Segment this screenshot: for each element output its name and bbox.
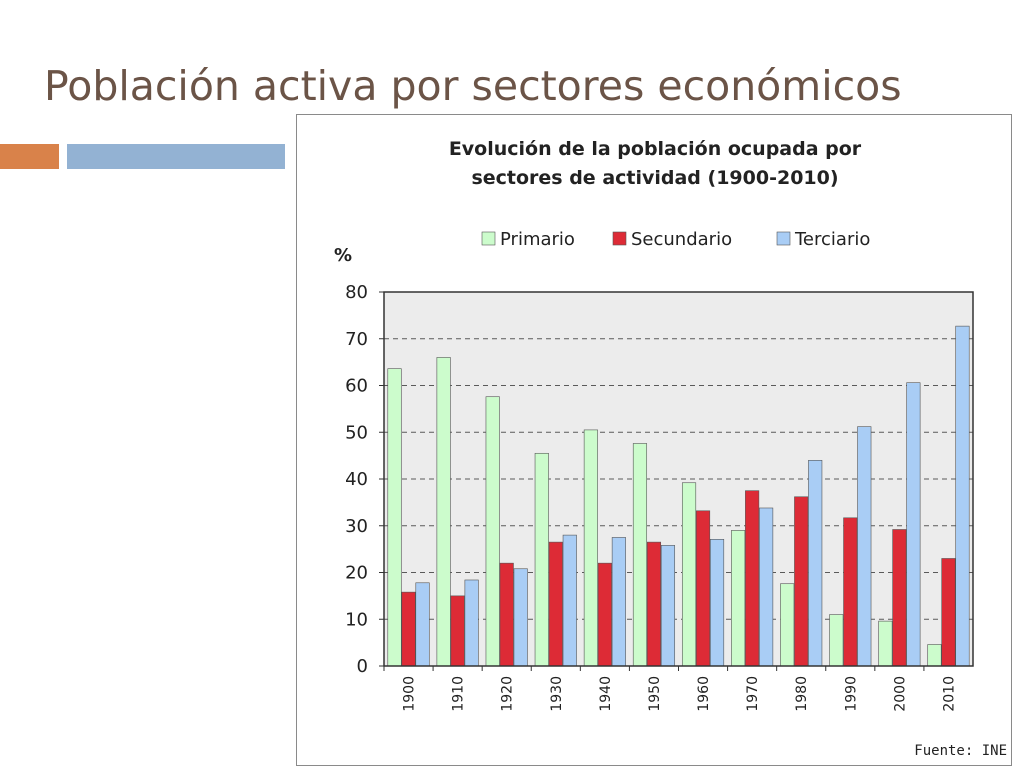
bar-secundario-1910 xyxy=(450,595,465,667)
x-tick-label: 1980 xyxy=(794,676,810,712)
x-tick-label: 1930 xyxy=(549,676,565,712)
bar-primario-2010 xyxy=(927,644,942,667)
bar-terciario-1950 xyxy=(660,545,676,667)
bar-terciario-1940 xyxy=(611,537,626,667)
bar-secundario-2000 xyxy=(892,529,907,667)
bar-terciario-1970 xyxy=(759,507,774,667)
x-tick-label: 2000 xyxy=(892,676,908,712)
legend-swatch-primario xyxy=(481,231,496,246)
bar-primario-1930 xyxy=(534,452,549,667)
x-tick-label: 1920 xyxy=(500,676,516,712)
y-tick-label: 40 xyxy=(345,469,368,490)
title-accent-bar-blue xyxy=(67,144,285,169)
bar-primario-1990 xyxy=(829,614,844,667)
bar-secundario-1980 xyxy=(794,496,809,667)
bar-terciario-1920 xyxy=(513,568,528,667)
legend-label-terciario: Terciario xyxy=(794,229,870,250)
bar-secundario-1950 xyxy=(646,541,662,667)
bar-secundario-2010 xyxy=(941,558,956,667)
bar-terciario-2000 xyxy=(906,382,921,667)
legend-label-primario: Primario xyxy=(500,229,575,250)
bar-secundario-1990 xyxy=(843,517,858,667)
x-tick-label: 1970 xyxy=(745,676,761,712)
bar-terciario-1930 xyxy=(562,534,577,667)
bar-chart: Evolución de la población ocupada por se… xyxy=(334,138,1007,759)
bar-primario-1940 xyxy=(583,429,598,667)
bar-primario-1960 xyxy=(681,482,697,667)
bar-secundario-1900 xyxy=(401,591,416,667)
bar-secundario-1960 xyxy=(695,510,711,667)
chart-title-line-1: Evolución de la población ocupada por xyxy=(449,138,862,160)
bar-primario-1950 xyxy=(632,443,648,667)
legend-swatch-terciario xyxy=(776,231,791,246)
x-tick-label: 1950 xyxy=(647,676,663,712)
bar-secundario-1970 xyxy=(745,490,760,667)
bar-terciario-1900 xyxy=(415,582,430,667)
x-tick-label: 1940 xyxy=(598,676,614,712)
bar-primario-1900 xyxy=(387,368,402,667)
x-tick-label: 1990 xyxy=(843,676,859,712)
y-tick-label: 0 xyxy=(357,656,368,677)
bar-secundario-1940 xyxy=(597,562,612,667)
bar-terciario-1960 xyxy=(709,539,725,667)
bar-primario-1980 xyxy=(780,583,795,667)
bar-terciario-1910 xyxy=(464,579,479,667)
x-tick-label: 1960 xyxy=(696,676,712,712)
bar-terciario-1990 xyxy=(857,426,872,667)
bar-primario-1920 xyxy=(485,396,500,667)
y-axis-label: % xyxy=(334,245,352,266)
x-tick-label: 2010 xyxy=(941,676,957,712)
bar-primario-1970 xyxy=(731,530,746,667)
bar-primario-1910 xyxy=(436,357,451,667)
y-tick-label: 80 xyxy=(345,282,368,303)
y-tick-label: 60 xyxy=(345,376,368,397)
title-accent-bar-orange xyxy=(0,144,59,169)
bar-secundario-1920 xyxy=(499,562,514,667)
y-tick-label: 30 xyxy=(345,516,368,537)
y-tick-label: 20 xyxy=(345,563,368,584)
slide-title: Población activa por sectores económicos xyxy=(44,62,902,110)
y-tick-label: 50 xyxy=(345,422,368,443)
chart-source: Fuente: INE xyxy=(914,743,1007,759)
x-tick-label: 1910 xyxy=(451,676,467,712)
bar-terciario-1980 xyxy=(808,459,823,667)
legend-label-secundario: Secundario xyxy=(631,229,732,250)
bar-primario-2000 xyxy=(878,620,893,667)
chart-frame: Evolución de la población ocupada por se… xyxy=(296,114,1012,766)
x-tick-label: 1900 xyxy=(402,676,418,712)
y-tick-label: 70 xyxy=(345,329,368,350)
bar-terciario-2010 xyxy=(955,325,970,667)
y-tick-label: 10 xyxy=(345,609,368,630)
chart-title-line-2: sectores de actividad (1900-2010) xyxy=(471,167,838,189)
legend-swatch-secundario xyxy=(612,231,627,246)
bar-secundario-1930 xyxy=(548,541,563,667)
